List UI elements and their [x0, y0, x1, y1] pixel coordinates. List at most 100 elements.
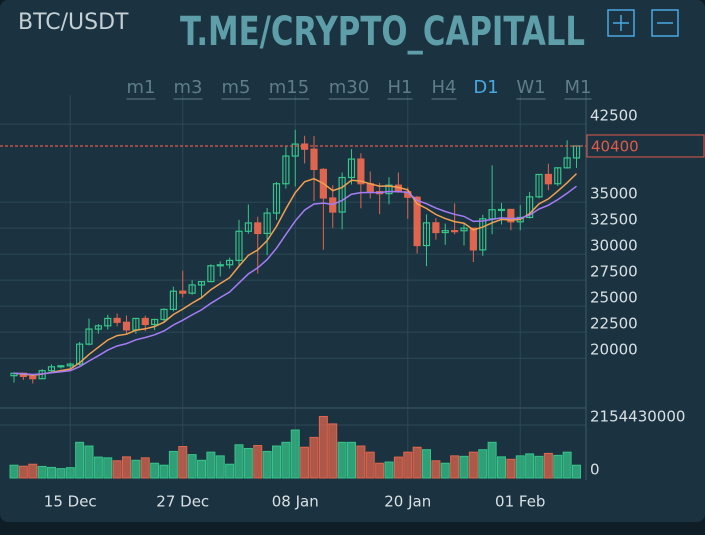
candle-body — [479, 218, 487, 251]
volume-bar — [168, 450, 178, 479]
candle-body — [151, 318, 159, 326]
candle-body — [310, 148, 318, 170]
candle-body — [254, 222, 262, 235]
volume-bar — [103, 457, 113, 479]
candle-body — [413, 196, 421, 247]
candle-body — [451, 230, 459, 233]
volume-bar — [403, 451, 413, 479]
grid — [0, 90, 587, 480]
moving-average-line — [13, 173, 578, 376]
volume-bar — [375, 462, 385, 479]
zoom-out-button[interactable] — [651, 9, 679, 37]
candle-body — [179, 290, 187, 294]
candle-body — [207, 265, 215, 283]
volume-bar — [412, 446, 422, 479]
timeframe-button[interactable]: M1 — [565, 77, 592, 98]
chart-title: BTC/USDT — [18, 10, 129, 35]
volume-tick-label: 2154430000 — [590, 407, 685, 425]
y-tick-label: 27500 — [590, 263, 638, 281]
volume-bar — [347, 441, 356, 479]
timeframe-button[interactable]: m5 — [222, 77, 251, 98]
volume-bar — [572, 464, 581, 479]
x-tick-label: 20 Jan — [384, 493, 431, 511]
candle-body — [282, 155, 290, 185]
candle-body — [497, 208, 506, 212]
volume-bar — [328, 423, 338, 479]
timeframe-button[interactable]: m3 — [174, 77, 203, 98]
timeframe-button[interactable]: W1 — [516, 77, 545, 98]
last-price-label: 40400 — [591, 137, 639, 155]
volume-tick-label: 0 — [590, 461, 600, 479]
candle-body — [235, 230, 243, 262]
last-price-box — [586, 134, 705, 158]
candle-body — [535, 173, 543, 198]
volume-bar — [140, 457, 150, 479]
volume-bar — [468, 451, 478, 479]
candle-body — [441, 230, 449, 234]
y-tick-label: 42500 — [590, 107, 638, 125]
panel — [0, 0, 705, 522]
candle-body — [563, 157, 571, 169]
timeframe-button[interactable]: H1 — [388, 77, 413, 98]
y-tick-label: 35000 — [590, 185, 638, 203]
candle-body — [216, 264, 224, 267]
volume-bar — [553, 454, 563, 479]
x-tick-label: 27 Dec — [156, 493, 209, 511]
candle-body — [507, 208, 515, 223]
timeframe-button[interactable]: m30 — [329, 77, 369, 98]
volume-bar — [440, 462, 450, 479]
volume-bar — [122, 456, 131, 479]
volume-bar — [159, 464, 169, 479]
volume-bar — [84, 445, 94, 479]
volume-bar — [459, 455, 469, 479]
volume-bar — [56, 468, 66, 479]
candle-body — [301, 143, 309, 150]
volume-bar — [384, 461, 394, 479]
volume-bar — [543, 452, 553, 479]
candle-body — [432, 222, 440, 234]
candle-body — [57, 365, 65, 368]
volume-bar — [197, 459, 206, 479]
candle-body — [113, 317, 121, 323]
candle-body — [122, 321, 131, 331]
timeframe-button[interactable]: H4 — [432, 77, 457, 98]
watermark: T.ME/CRYPTO_CAPITALL — [180, 9, 585, 55]
volume-bar — [300, 446, 310, 479]
candle-body — [357, 158, 365, 185]
candle-body — [226, 259, 234, 266]
timeframe-button[interactable]: D1 — [473, 77, 498, 98]
candle-body — [104, 317, 112, 327]
timeframe-button[interactable]: m1 — [127, 77, 156, 98]
volume-bar — [365, 451, 375, 479]
x-tick-label: 08 Jan — [272, 493, 319, 511]
timeframe-button[interactable]: m15 — [269, 77, 309, 98]
volume-bar — [525, 453, 535, 479]
candle-body — [272, 183, 281, 214]
candle-body — [76, 343, 84, 365]
volume-bar — [18, 465, 28, 479]
volume-bar — [215, 455, 225, 479]
volume-bar — [497, 456, 506, 479]
y-tick-label: 25000 — [590, 289, 638, 307]
volume-bar — [506, 458, 516, 479]
candle-body — [526, 196, 534, 219]
volume-bar — [431, 460, 441, 479]
candle-body — [338, 176, 346, 213]
moving-average-line — [13, 185, 577, 376]
x-tick-label: 15 Dec — [44, 493, 97, 511]
volume-bar — [9, 464, 19, 479]
volume-bar — [272, 445, 281, 479]
candle-body — [469, 227, 477, 251]
y-tick-label: 20000 — [590, 341, 638, 359]
candle-body — [347, 158, 356, 179]
x-tick-label: 01 Feb — [495, 493, 545, 511]
volume-bar — [112, 460, 122, 479]
candle-body — [291, 143, 299, 157]
candle-body — [197, 281, 206, 286]
volume-bar — [37, 465, 47, 479]
volume-bar — [281, 441, 291, 479]
zoom-in-button[interactable] — [607, 9, 635, 37]
candle-body — [188, 284, 196, 294]
candle-body — [29, 375, 37, 380]
